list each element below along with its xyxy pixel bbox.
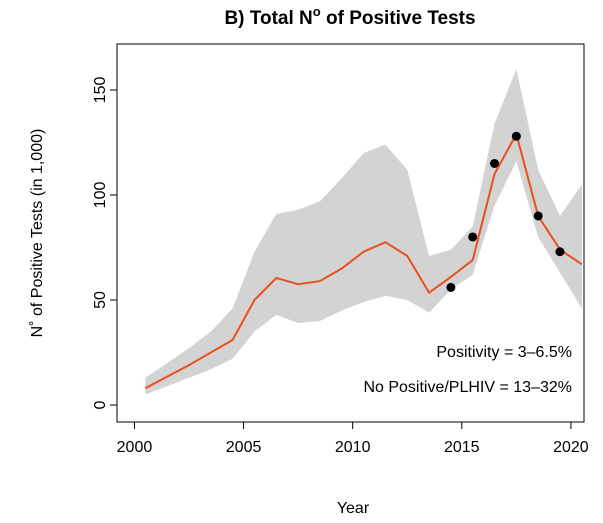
annotation: No Positive/PLHIV = 13–32% [363,379,572,396]
y-tick-label: 150 [92,77,109,104]
x-tick-label: 2005 [226,439,262,456]
data-point [511,131,521,141]
title-sup: o [313,4,321,19]
y-axis-label: N˚ of Positive Tests (in 1,000) [29,129,46,338]
line [144,131,583,390]
chart-title: B) Total No of Positive Tests [224,4,475,29]
title-part: of Positive Tests [321,8,476,29]
data-point [490,158,500,168]
x-axis-label: Year [337,500,370,517]
x-tick-label: 2010 [335,439,371,456]
data-point [446,282,456,292]
y-tick-label: 0 [92,400,109,409]
data-point [555,247,565,257]
data-point [468,232,478,242]
x-tick-label: 2000 [117,439,153,456]
title-part: B) Total N [224,8,312,29]
data-point [533,211,543,221]
x-tick-label: 2015 [444,439,480,456]
y-tick-label: 100 [92,182,109,209]
x-tick-label: 2020 [553,439,589,456]
uncertainty-band [145,68,582,395]
annotation: Positivity = 3–6.5% [436,344,572,361]
y-tick-label: 50 [92,291,109,309]
